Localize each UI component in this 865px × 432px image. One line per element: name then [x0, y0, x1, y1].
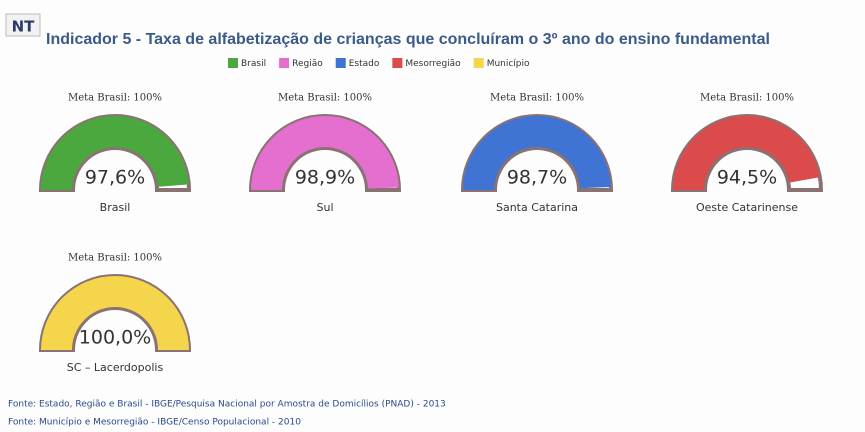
legend-swatch	[335, 58, 346, 68]
legend-swatch	[392, 58, 403, 68]
target-label: Meta Brasil: 100%	[68, 253, 162, 264]
target-label: Meta Brasil: 100%	[700, 93, 794, 104]
value-label: 94,5%	[717, 167, 777, 189]
legend-swatch	[279, 58, 290, 68]
gauge-label: Sul	[316, 201, 333, 214]
logo: NT	[12, 18, 36, 36]
value-label: 98,7%	[507, 167, 567, 189]
gauge-value	[251, 116, 399, 190]
legend-label: Mesorregião	[405, 59, 461, 69]
value-label: 97,6%	[85, 167, 145, 189]
legend-swatch	[473, 58, 484, 68]
gauge-inner-edge	[72, 307, 158, 351]
footnote: Fonte: Estado, Região e Brasil - IBGE/Pe…	[8, 400, 446, 410]
legend-label: Município	[487, 59, 530, 69]
target-label: Meta Brasil: 100%	[490, 93, 584, 104]
gauge-inner-edge	[704, 147, 790, 191]
target-label: Meta Brasil: 100%	[278, 93, 372, 104]
gauge-label: Santa Catarina	[496, 201, 578, 214]
gauge-value	[463, 115, 611, 190]
gauge-label: Brasil	[100, 201, 131, 214]
legend-label: Região	[292, 59, 323, 69]
gauge-value	[41, 276, 189, 350]
gauge-label: Oeste Catarinense	[696, 201, 798, 214]
legend-swatch	[228, 58, 238, 68]
legend-label: Brasil	[241, 59, 266, 69]
chart-title: Indicador 5 - Taxa de alfabetização de c…	[46, 31, 770, 48]
value-label: 100,0%	[79, 327, 151, 349]
legend-label: Estado	[349, 59, 380, 69]
gauge-value	[41, 115, 189, 190]
value-label: 98,9%	[295, 167, 355, 189]
gauge-inner-edge	[494, 147, 580, 191]
gauge-inner-edge	[72, 147, 158, 191]
gauge-label: SC – Lacerdopolis	[67, 361, 164, 374]
gauge-value	[673, 115, 820, 190]
logo-box	[5, 13, 41, 37]
gauge-inner-edge	[282, 147, 368, 191]
target-label: Meta Brasil: 100%	[68, 93, 162, 104]
footnote: Fonte: Município e Mesorregião - IBGE/Ce…	[8, 418, 301, 428]
